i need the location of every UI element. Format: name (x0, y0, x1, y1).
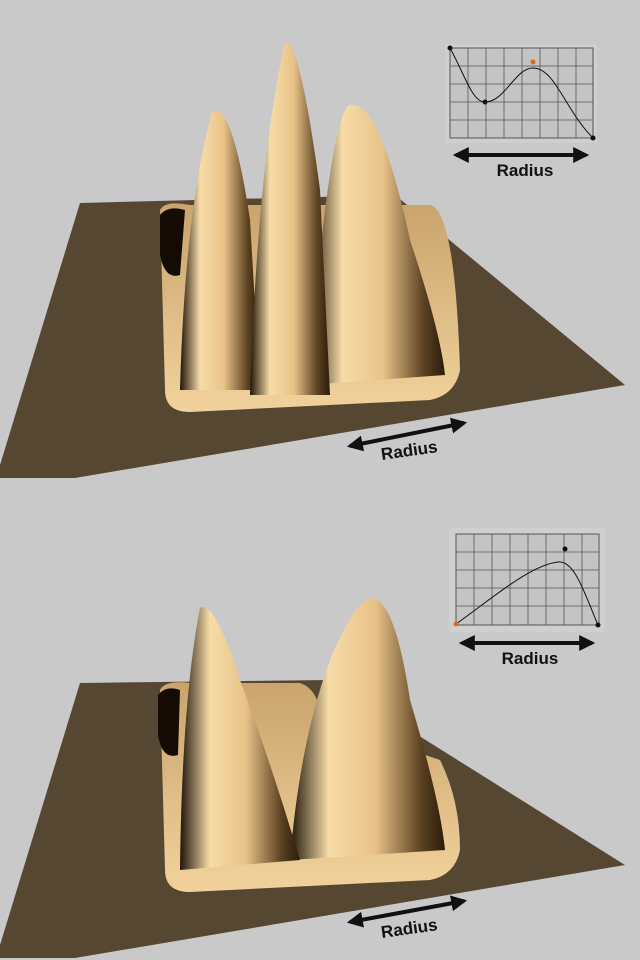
plane-label: Radius (380, 915, 439, 942)
surface-top (0, 41, 625, 478)
plane-label: Radius (380, 437, 439, 464)
curve-graph-bottom: Radius (449, 528, 605, 668)
graph-label: Radius (497, 161, 554, 180)
graph-label: Radius (502, 649, 559, 668)
surface-bottom (0, 598, 625, 958)
curve-graph-top: Radius (445, 44, 597, 180)
